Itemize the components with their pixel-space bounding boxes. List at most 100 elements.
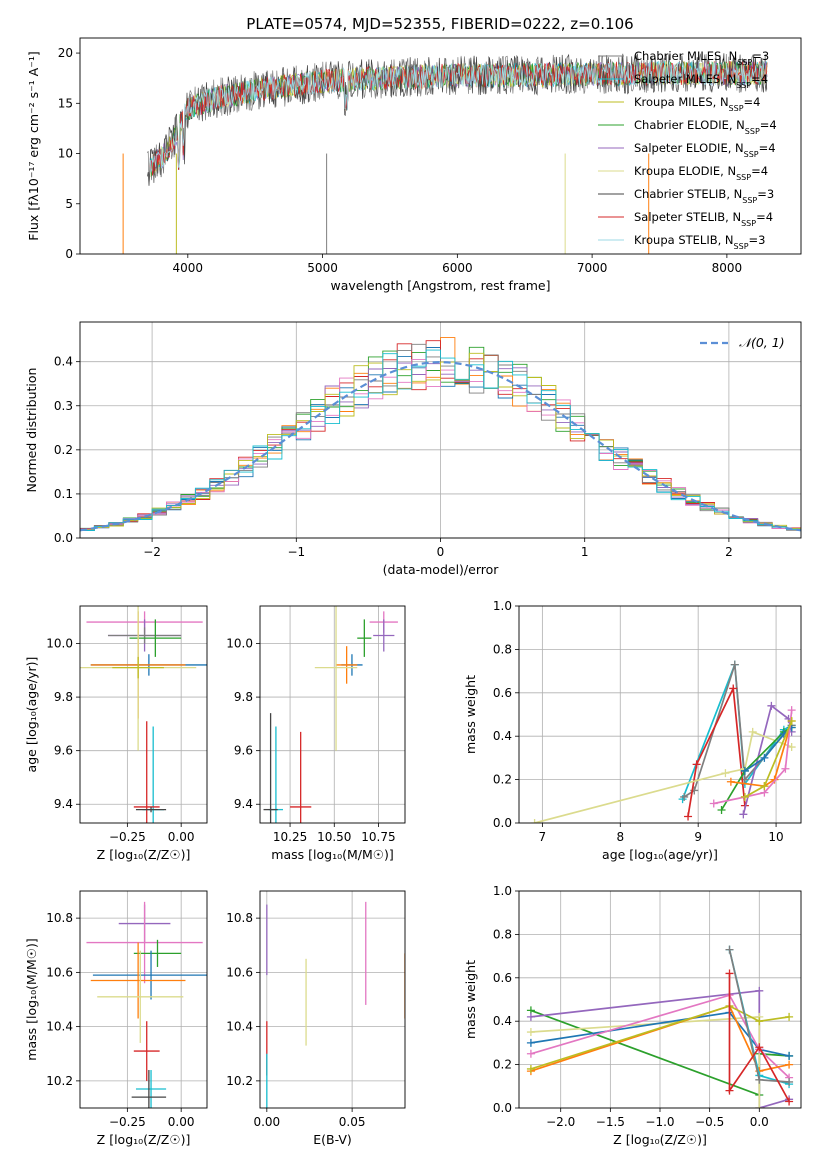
plot-area xyxy=(266,901,405,1108)
x-axis-label: Z [log₁₀(Z/Z☉)] xyxy=(97,1132,191,1147)
weight-line-3 xyxy=(530,1011,790,1057)
plot-area xyxy=(263,606,398,823)
plot-area xyxy=(530,660,796,823)
legend-entry: Salpeter ELODIE, NSSP=4 xyxy=(634,141,776,159)
x-axis-label: mass [log₁₀(M/M☉)] xyxy=(271,847,393,862)
y-tick-label: 0.0 xyxy=(493,816,512,830)
gridlines xyxy=(80,891,207,1108)
y-tick-label: 10.4 xyxy=(46,1020,73,1034)
legend-entry: Salpeter MILES, NSSP=4 xyxy=(634,72,768,90)
weight-point xyxy=(729,684,738,693)
y-axis-label: mass weight xyxy=(463,960,478,1039)
y-tick-label: 1.0 xyxy=(493,599,512,613)
weight-point xyxy=(755,1017,764,1026)
y-tick-label: 0.8 xyxy=(493,642,512,656)
x-tick-label: −2.0 xyxy=(546,1115,575,1129)
plot-area xyxy=(122,53,768,254)
weight-line-8 xyxy=(713,710,793,805)
weight-point xyxy=(725,945,734,954)
x-tick-label: 8000 xyxy=(712,261,743,275)
y-axis-label: mass weight xyxy=(463,675,478,754)
weight-point xyxy=(785,1077,794,1086)
x-axis-label: (data-model)/error xyxy=(383,562,500,577)
weight-point xyxy=(785,1012,794,1021)
y-tick-label: 9.8 xyxy=(234,690,253,704)
panel-spectrum: 4000 5000 6000 7000 8000 0 5 10 15 20 wavelength [… xyxy=(26,37,802,293)
weight-point xyxy=(755,1075,764,1084)
y-tick-label: 0.2 xyxy=(493,773,512,787)
axes-frame xyxy=(79,321,802,539)
x-tick-label: 4000 xyxy=(173,261,204,275)
y-tick-label: 10.2 xyxy=(46,1074,73,1088)
x-tick-label: 0.0 xyxy=(750,1115,769,1129)
weight-point xyxy=(684,812,693,821)
y-tick-label: 10.0 xyxy=(226,637,253,651)
y-tick-label: 0 xyxy=(65,247,73,261)
weight-point xyxy=(785,1097,794,1106)
x-axis-label: Z [log₁₀(Z/Z☉)] xyxy=(97,847,191,862)
panel-mass-age: 10.25 10.50 10.75 9.4 9.6 9.8 10.0 mass [log₁₀(… xyxy=(226,605,406,862)
x-tick-label: 10.25 xyxy=(273,830,307,844)
x-tick-label: −2 xyxy=(143,545,161,559)
x-tick-label: 1 xyxy=(581,545,589,559)
x-tick-label: 0.00 xyxy=(168,1115,195,1129)
axes-frame xyxy=(518,605,802,824)
y-axis-label: age [log₁₀(age/yr)] xyxy=(24,657,39,773)
y-tick-label: 0.2 xyxy=(54,443,73,457)
y-tick-label: 0.4 xyxy=(493,729,512,743)
x-axis-label: E(B-V) xyxy=(313,1132,352,1147)
weight-point xyxy=(526,1064,535,1073)
axes-frame xyxy=(259,605,406,824)
y-tick-label: 10 xyxy=(58,147,73,161)
panel-z-age: −0.25 0.00 9.4 9.6 9.8 10.0 Z [log₁₀(Z/Z☉)] age… xyxy=(24,605,208,862)
x-tick-label: 7000 xyxy=(577,261,608,275)
y-tick-label: 5 xyxy=(65,197,73,211)
y-tick-label: 0.6 xyxy=(493,686,512,700)
weight-point xyxy=(755,986,764,995)
x-axis-label: wavelength [Angstrom, rest frame] xyxy=(330,278,550,293)
legend-entry: Kroupa MILES, NSSP=4 xyxy=(634,95,760,113)
y-tick-label: 0.0 xyxy=(54,531,73,545)
panel-residuals: −2 −1 0 1 2 0.0 0.1 0.2 0.3 0.4 (data-model)/error… xyxy=(24,321,802,577)
y-tick-label: 0.4 xyxy=(54,355,73,369)
plot-area xyxy=(80,337,801,533)
legend: Chabrier MILES, NSSP=3 Salpeter MILES, NS… xyxy=(598,49,777,251)
y-axis-label: Flux [fλ10⁻¹⁷ erg cm⁻² s⁻¹ A⁻¹] xyxy=(26,51,41,240)
x-axis-label: Z [log₁₀(Z/Z☉)] xyxy=(613,1132,707,1147)
weight-line-2 xyxy=(687,685,746,817)
weight-point xyxy=(760,782,769,791)
y-tick-label: 0.0 xyxy=(493,1101,512,1115)
weight-point xyxy=(740,766,749,775)
plot-area xyxy=(80,606,207,823)
y-tick-label: 9.6 xyxy=(234,744,253,758)
axes-frame xyxy=(79,37,802,255)
axes-frame xyxy=(259,890,406,1109)
weight-point xyxy=(781,764,790,773)
weight-line-9 xyxy=(728,973,790,1102)
x-axis-label: age [log₁₀(age/yr)] xyxy=(602,847,718,862)
x-tick-label: 10.75 xyxy=(361,830,395,844)
y-tick-label: 9.8 xyxy=(54,690,73,704)
axes-frame xyxy=(79,890,208,1109)
panel-age-weight: 7 8 9 10 0.0 0.2 0.4 0.6 0.8 1.0 age [log₁₀(age/yr… xyxy=(463,599,802,862)
y-tick-label: 10.0 xyxy=(46,637,73,651)
weight-line-4 xyxy=(530,994,790,1079)
legend-entry: Chabrier MILES, NSSP=3 xyxy=(634,49,769,67)
x-tick-label: 5000 xyxy=(307,261,338,275)
legend-entry: Salpeter STELIB, NSSP=4 xyxy=(634,210,773,228)
weight-point xyxy=(740,792,749,801)
x-tick-label: 7 xyxy=(539,830,547,844)
y-tick-label: 0.3 xyxy=(54,399,73,413)
y-tick-label: 15 xyxy=(58,96,73,110)
weight-point xyxy=(726,777,735,786)
legend-entry: Chabrier STELIB, NSSP=3 xyxy=(634,187,774,205)
y-tick-label: 10.8 xyxy=(226,911,253,925)
x-tick-label: −1.5 xyxy=(596,1115,625,1129)
legend-entry: Chabrier ELODIE, NSSP=4 xyxy=(634,118,777,136)
y-tick-label: 10.2 xyxy=(226,1074,253,1088)
weight-point xyxy=(755,1043,764,1052)
weight-point xyxy=(787,706,796,715)
gaussian-curve xyxy=(80,360,801,532)
legend-entry: Kroupa ELODIE, NSSP=4 xyxy=(634,164,768,182)
